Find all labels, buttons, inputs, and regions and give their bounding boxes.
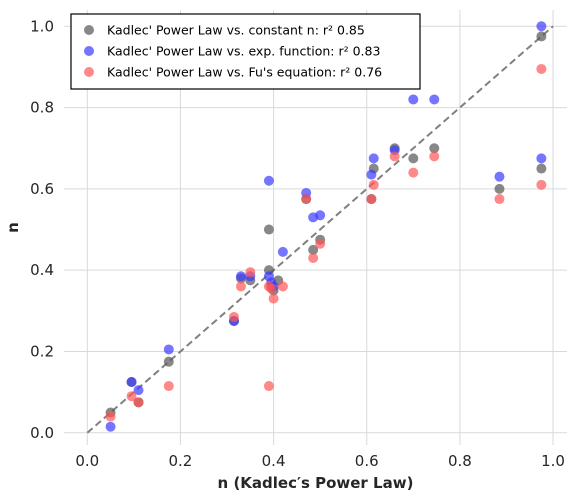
- y-tick-label: 0.6: [30, 180, 54, 198]
- y-tick-label: 0.0: [30, 424, 54, 442]
- data-point-series-3: [105, 411, 116, 422]
- x-tick-label: 0.6: [355, 452, 379, 470]
- data-point-series-3: [536, 63, 547, 74]
- legend-marker: [84, 67, 94, 77]
- data-point-series-3: [266, 283, 277, 294]
- x-tick-label: 1.0: [541, 452, 565, 470]
- data-point-series-2: [133, 385, 144, 396]
- data-point-series-1: [536, 31, 547, 42]
- data-point-series-2: [536, 21, 547, 32]
- data-point-series-3: [126, 391, 137, 402]
- data-point-series-1: [429, 143, 440, 154]
- data-point-series-2: [315, 210, 326, 221]
- y-tick-label: 0.2: [30, 342, 54, 360]
- legend-marker: [84, 46, 94, 56]
- data-point-series-3: [277, 281, 288, 292]
- y-tick-label: 1.0: [30, 17, 54, 35]
- y-tick-label: 0.8: [30, 99, 54, 117]
- data-point-series-3: [368, 179, 379, 190]
- data-point-series-3: [536, 179, 547, 190]
- y-tick-label: 0.4: [30, 261, 54, 279]
- data-point-series-2: [366, 169, 377, 180]
- data-point-series-2: [277, 246, 288, 257]
- x-tick-label: 0.8: [448, 452, 472, 470]
- y-axis-label: n: [4, 222, 22, 233]
- data-point-series-2: [263, 175, 274, 186]
- legend-label: Kadlec' Power Law vs. constant n: r² 0.8…: [107, 23, 365, 38]
- data-point-series-2: [126, 376, 137, 387]
- data-point-series-1: [408, 153, 419, 164]
- data-point-series-3: [408, 167, 419, 178]
- data-point-series-3: [429, 151, 440, 162]
- legend: Kadlec' Power Law vs. constant n: r² 0.8…: [70, 13, 421, 90]
- x-axis-label: n (Kadlec′s Power Law): [218, 474, 414, 492]
- data-point-series-3: [268, 293, 279, 304]
- data-point-series-2: [105, 421, 116, 432]
- legend-label: Kadlec' Power Law vs. Fu's equation: r² …: [107, 65, 382, 80]
- data-point-series-1: [263, 224, 274, 235]
- data-point-series-3: [245, 267, 256, 278]
- data-point-series-3: [263, 381, 274, 392]
- tick-labels: 0.0 0.2 0.4 0.6 0.8 1.0 0.0 0.2 0.4 0.6 0.8 1.0: [30, 17, 565, 470]
- data-points: [105, 21, 547, 432]
- x-tick-label: 0.2: [169, 452, 193, 470]
- reference-line-group: [86, 25, 554, 434]
- legend-box: [70, 13, 421, 90]
- x-tick-label: 0.0: [75, 452, 99, 470]
- data-point-series-1: [536, 163, 547, 174]
- data-point-series-3: [133, 397, 144, 408]
- data-point-series-3: [366, 194, 377, 205]
- data-point-series-2: [429, 94, 440, 105]
- x-tick-label: 0.4: [262, 452, 286, 470]
- data-point-series-2: [408, 94, 419, 105]
- data-point-series-2: [536, 153, 547, 164]
- data-point-series-1: [163, 356, 174, 367]
- reference-line: [86, 25, 554, 434]
- data-point-series-3: [235, 281, 246, 292]
- legend-marker: [84, 25, 94, 35]
- data-point-series-3: [301, 194, 312, 205]
- data-point-series-2: [235, 271, 246, 282]
- data-point-series-1: [494, 183, 505, 194]
- data-point-series-2: [163, 344, 174, 355]
- data-point-series-2: [494, 171, 505, 182]
- data-point-series-3: [389, 151, 400, 162]
- data-point-series-1: [308, 244, 319, 255]
- data-point-series-2: [368, 153, 379, 164]
- data-point-series-3: [163, 381, 174, 392]
- legend-label: Kadlec' Power Law vs. exp. function: r² …: [107, 44, 380, 59]
- data-point-series-3: [308, 252, 319, 263]
- data-point-series-3: [315, 238, 326, 249]
- data-point-series-3: [228, 311, 239, 322]
- data-point-series-3: [494, 194, 505, 205]
